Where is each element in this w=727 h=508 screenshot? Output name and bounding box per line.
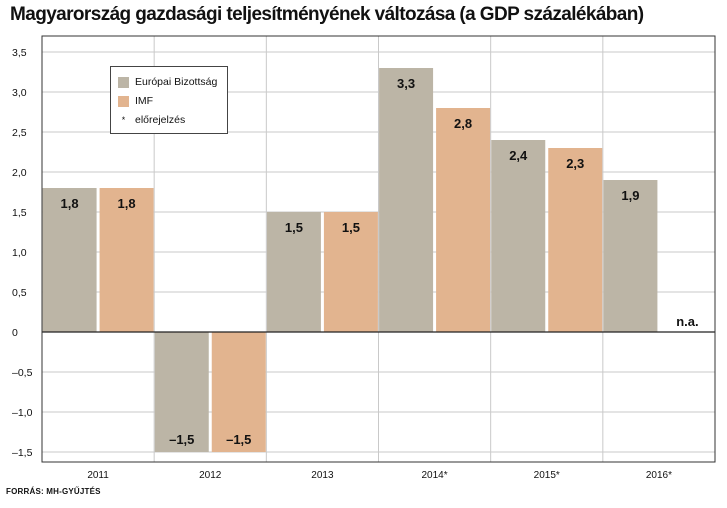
data-label: n.a. — [676, 314, 698, 329]
legend-item-imf: IMF — [118, 94, 153, 108]
legend-swatch-imf — [118, 95, 129, 107]
x-tick-label: 2011 — [87, 470, 109, 481]
bar — [379, 68, 434, 332]
bars — [42, 68, 658, 452]
bar — [491, 140, 546, 332]
y-tick-label: 2,5 — [12, 127, 27, 139]
source-note: FORRÁS: MH-GYŰJTÉS — [6, 487, 101, 496]
legend: Európai Bizottság IMF * előrejelzés — [110, 66, 228, 134]
gridlines — [42, 36, 715, 462]
bar — [436, 108, 491, 332]
bar — [42, 188, 97, 332]
y-tick-label: 1,0 — [12, 247, 27, 259]
bar — [211, 332, 266, 452]
x-tick-label: 2012 — [199, 470, 222, 481]
data-label: 2,4 — [509, 148, 528, 163]
data-label: 1,9 — [621, 188, 639, 203]
data-label: 1,5 — [285, 220, 303, 235]
plot-border — [41, 35, 716, 463]
y-tick-label: 0 — [12, 327, 18, 339]
legend-label-imf: IMF — [135, 95, 154, 107]
plot-frame — [41, 35, 716, 463]
y-tick-label: –1,5 — [12, 447, 33, 459]
data-label: –1,5 — [169, 432, 194, 447]
bar — [323, 212, 378, 332]
y-tick-label: 3,5 — [12, 47, 27, 59]
chart-title: Magyarország gazdasági teljesítményének … — [10, 4, 644, 25]
x-tick-label: 2015* — [534, 470, 560, 481]
data-label: –1,5 — [226, 432, 251, 447]
bar — [266, 212, 321, 332]
data-label: 3,3 — [397, 76, 415, 91]
x-axis-ticks: 2011 2012 2013 2014* 2015* 2016* — [87, 470, 672, 481]
x-tick-label: 2016* — [646, 470, 672, 481]
y-tick-label: –0,5 — [12, 367, 33, 379]
bar — [603, 180, 658, 332]
legend-label-eu: Európai Bizottság — [135, 76, 218, 88]
legend-item-eu: Európai Bizottság — [118, 75, 217, 89]
forecast-marker: * — [121, 115, 126, 125]
bar — [548, 148, 603, 332]
y-tick-label: 0,5 — [12, 287, 27, 299]
legend-swatch-eu — [118, 76, 129, 88]
bar — [154, 332, 209, 452]
data-label: 1,8 — [61, 196, 79, 211]
y-tick-label: 1,5 — [12, 207, 27, 219]
y-tick-label: 3,0 — [12, 87, 27, 99]
legend-label-forecast: előrejelzés — [135, 114, 186, 126]
y-tick-label: –1,0 — [12, 407, 33, 419]
data-label: 1,5 — [342, 220, 360, 235]
bar — [99, 188, 154, 332]
data-label: 1,8 — [118, 196, 136, 211]
legend-item-forecast-note: * előrejelzés — [118, 113, 185, 127]
data-label: 2,3 — [566, 156, 584, 171]
data-label: 2,8 — [454, 116, 472, 131]
data-labels: 1,8 1,8 –1,5 –1,5 1,5 1,5 3,3 2,8 2,4 2,3 1,9 n.a. — [61, 76, 699, 447]
y-tick-label: 2,0 — [12, 167, 27, 179]
x-tick-label: 2013 — [311, 470, 334, 481]
y-axis-ticks: 3,5 3,0 2,5 2,0 1,5 1,0 0,5 0 –0,5 –1,0 –1,5 — [12, 47, 33, 459]
x-tick-label: 2014* — [422, 470, 448, 481]
